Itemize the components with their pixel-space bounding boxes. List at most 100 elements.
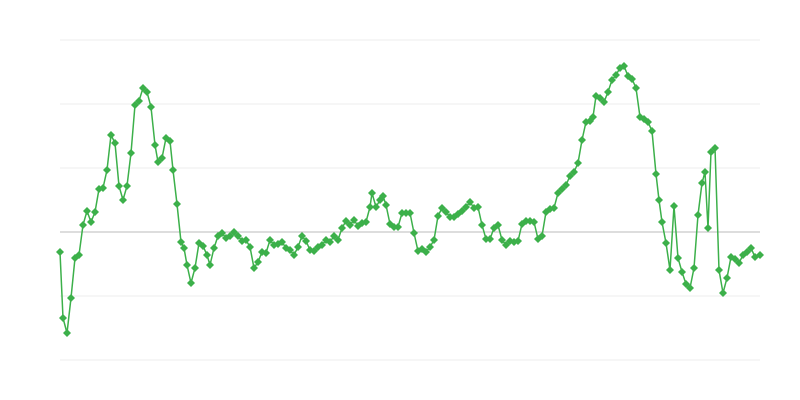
marker [474, 203, 482, 211]
marker [394, 223, 402, 231]
marker [180, 244, 188, 252]
marker [570, 168, 578, 176]
marker [426, 243, 434, 251]
marker [422, 248, 430, 256]
marker [430, 236, 438, 244]
marker [177, 238, 185, 246]
marker [648, 127, 656, 135]
marker [203, 251, 211, 259]
marker [166, 137, 174, 145]
marker [694, 211, 702, 219]
marker [103, 166, 111, 174]
marker [498, 236, 506, 244]
marker [406, 209, 414, 217]
marker [143, 88, 151, 96]
marker [158, 154, 166, 162]
marker [79, 221, 87, 229]
marker [326, 238, 334, 246]
marker [366, 203, 374, 211]
marker [210, 244, 218, 252]
marker [67, 294, 75, 302]
marker [123, 182, 131, 190]
marker [218, 229, 226, 237]
marker [704, 224, 712, 232]
marker [620, 62, 628, 70]
marker [715, 266, 723, 274]
marker [670, 202, 678, 210]
marker [550, 204, 558, 212]
marker [234, 232, 242, 240]
marker [334, 236, 342, 244]
marker [612, 71, 620, 79]
marker [115, 182, 123, 190]
marker [75, 251, 83, 259]
marker [368, 189, 376, 197]
marker [151, 141, 159, 149]
marker [674, 254, 682, 262]
marker [686, 284, 694, 292]
marker [242, 236, 250, 244]
marker [169, 166, 177, 174]
marker [278, 238, 286, 246]
marker [199, 242, 207, 250]
marker [466, 198, 474, 206]
marker [302, 237, 310, 245]
marker [298, 232, 306, 240]
marker [127, 149, 135, 157]
marker [286, 246, 294, 254]
marker [530, 218, 538, 226]
marker [747, 244, 755, 252]
marker [735, 259, 743, 267]
marker [266, 236, 274, 244]
marker [514, 237, 522, 245]
marker [135, 97, 143, 105]
marker [701, 168, 709, 176]
marker [147, 103, 155, 111]
marker [655, 196, 663, 204]
marker [350, 216, 358, 224]
marker [462, 203, 470, 211]
marker [644, 118, 652, 126]
marker [206, 261, 214, 269]
marker [254, 258, 262, 266]
marker [91, 208, 99, 216]
marker [478, 221, 486, 229]
marker [578, 136, 586, 144]
marker [678, 268, 686, 276]
marker [338, 224, 346, 232]
marker [187, 279, 195, 287]
marker [632, 84, 640, 92]
marker [723, 274, 731, 282]
marker [83, 207, 91, 215]
marker [628, 75, 636, 83]
marker [246, 243, 254, 251]
marker [698, 179, 706, 187]
marker [756, 251, 764, 259]
marker [99, 184, 107, 192]
marker [107, 131, 115, 139]
marker [666, 266, 674, 274]
marker [191, 264, 199, 272]
marker [658, 218, 666, 226]
marker [372, 203, 380, 211]
marker [294, 243, 302, 251]
marker [711, 144, 719, 152]
marker [719, 289, 727, 297]
marker [574, 159, 582, 167]
marker [59, 314, 67, 322]
marker [690, 264, 698, 272]
marker [250, 264, 258, 272]
marker [290, 251, 298, 259]
line [59, 64, 761, 334]
marker [662, 239, 670, 247]
marker [600, 98, 608, 106]
marker [538, 232, 546, 240]
marker [56, 248, 64, 256]
marker [87, 218, 95, 226]
marker [362, 218, 370, 226]
marker [494, 221, 502, 229]
marker [346, 221, 354, 229]
marker [608, 76, 616, 84]
marker [183, 261, 191, 269]
marker [379, 192, 387, 200]
